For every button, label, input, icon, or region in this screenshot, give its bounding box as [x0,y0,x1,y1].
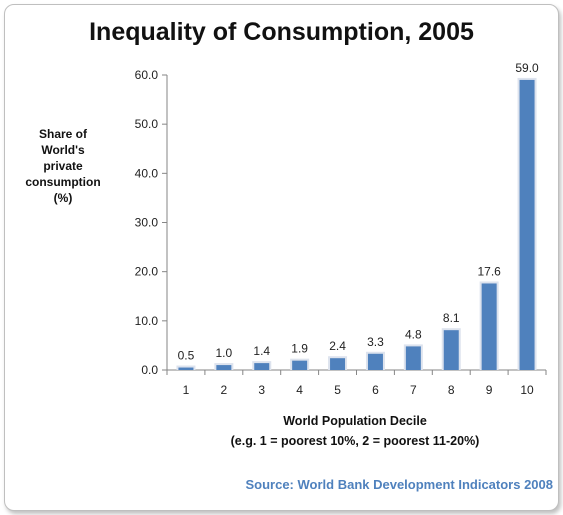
data-label: 17.6 [477,264,501,278]
data-label: 59.0 [515,61,539,75]
bar [367,353,383,370]
data-label: 2.4 [329,339,346,353]
bar [519,79,535,371]
data-label: 8.1 [443,311,460,325]
data-label: 1.0 [216,346,233,360]
x-tick-label: 3 [258,383,265,397]
chart-title: Inequality of Consumption, 2005 [89,18,474,46]
data-label: 1.4 [253,344,270,358]
bar [481,283,497,370]
x-tick-label: 5 [334,383,341,397]
source-note: Source: World Bank Development Indicator… [245,477,553,492]
x-axis-note: (e.g. 1 = poorest 10%, 2 = poorest 11-20… [230,434,480,448]
x-tick-label: 1 [183,383,190,397]
bar [405,346,421,370]
bar [292,360,308,370]
bar [443,330,459,370]
bar [216,365,232,370]
y-tick-label: 20.0 [135,265,159,279]
y-tick-label: 50.0 [135,117,159,131]
bar [330,358,346,370]
x-tick-label: 9 [486,383,493,397]
x-tick-label: 7 [410,383,417,397]
x-tick-label: 10 [520,383,534,397]
x-tick-label: 4 [296,383,303,397]
x-axis-label: World Population Decile [283,414,427,428]
y-tick-label: 10.0 [135,314,159,328]
y-axis-label: Share of World's private consumption (%) [25,127,101,205]
bar [254,363,270,370]
x-tick-label: 8 [448,383,455,397]
x-tick-label: 2 [221,383,228,397]
data-label: 0.5 [178,349,195,363]
data-label: 4.8 [405,327,422,341]
y-tick-label: 30.0 [135,216,159,230]
bar [178,367,194,370]
data-label: 3.3 [367,335,384,349]
y-tick-label: 60.0 [135,68,159,82]
y-tick-label: 0.0 [141,363,158,377]
y-tick-label: 40.0 [135,166,159,180]
chart-frame [4,4,559,511]
x-tick-label: 6 [372,383,379,397]
data-label: 1.9 [291,342,308,356]
